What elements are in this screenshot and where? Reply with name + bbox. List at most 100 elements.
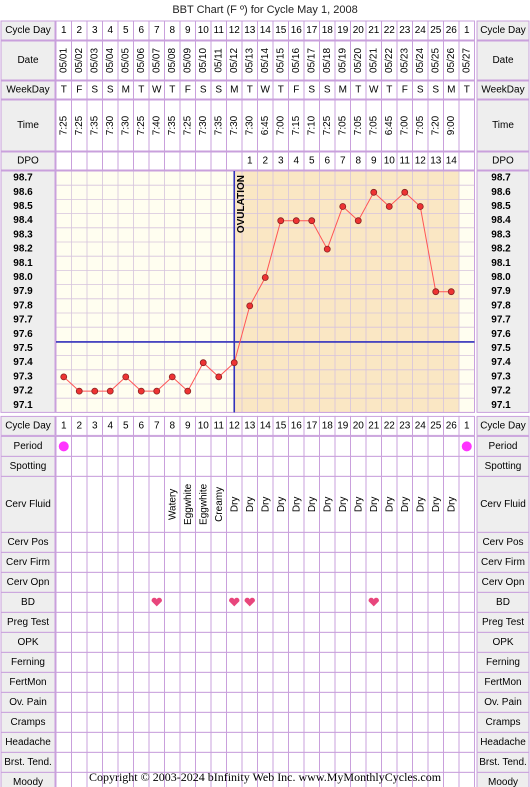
temperature-point (354, 217, 362, 225)
ov-pain-cell (412, 691, 429, 713)
dpo-cell (86, 151, 103, 171)
opk-cell (210, 631, 227, 653)
spotting-cell (102, 455, 119, 477)
cerv-opn-cell (272, 571, 289, 593)
cycle-day-value: 25 (430, 25, 442, 36)
period-marker (58, 441, 69, 452)
y-tick-label-right: 98.4 (491, 215, 511, 226)
weekday-value: M (230, 85, 238, 96)
headache-cell (365, 731, 382, 753)
preg-test-cell (443, 611, 460, 633)
row-label-right-preg-test-text: Preg Test (482, 617, 524, 628)
cerv-firm-cell (350, 551, 367, 573)
cerv-fluid-value: Dry (323, 497, 334, 513)
ferning-cell (241, 651, 258, 673)
bd-cell (319, 591, 336, 613)
bd-cell (288, 591, 305, 613)
fertmon-cell (257, 671, 274, 693)
ov-pain-cell (210, 691, 227, 713)
cycle-day-bottom-value: 17 (306, 420, 318, 431)
row-label-right-headache-text: Headache (480, 737, 526, 748)
weekday-value: T (386, 85, 392, 96)
chart-frame (55, 170, 475, 413)
bd-cell (195, 591, 212, 613)
y-tick-label-right: 97.1 (491, 400, 511, 411)
cerv-opn-cell (427, 571, 444, 593)
preg-test-cell (133, 611, 150, 633)
ov-pain-cell (55, 691, 72, 713)
cycle-day-value: 21 (368, 25, 380, 36)
cramps-cell (319, 711, 336, 733)
date-value: 05/22 (384, 48, 395, 73)
row-label-dpo-text: DPO (17, 156, 39, 167)
cramps-cell (148, 711, 165, 733)
ferning-cell (288, 651, 305, 673)
cerv-pos-cell (257, 531, 274, 553)
cerv-pos-cell (458, 531, 475, 553)
cerv-fluid-value: Dry (230, 497, 241, 513)
period-cell (226, 435, 243, 457)
temperature-point (137, 387, 145, 395)
opk-cell (257, 631, 274, 653)
fertmon-cell (396, 671, 413, 693)
preg-test-cell (148, 611, 165, 633)
time-value: 7:25 (136, 115, 147, 135)
cerv-firm-cell (210, 551, 227, 573)
time-value: 7:05 (415, 115, 426, 135)
cerv-opn-cell (55, 571, 72, 593)
opk-cell (365, 631, 382, 653)
date-value: 05/16 (291, 48, 302, 73)
opk-cell (226, 631, 243, 653)
time-value: 7:25 (58, 115, 69, 135)
period-cell (350, 435, 367, 457)
fertmon-cell (319, 671, 336, 693)
preg-test-cell (226, 611, 243, 633)
cycle-day-bottom-value: 6 (138, 420, 144, 431)
time-value: 7:25 (74, 115, 85, 135)
period-cell (272, 435, 289, 457)
time-value: 7:30 (120, 115, 131, 135)
dpo-value: 12 (415, 156, 427, 167)
cerv-opn-cell (350, 571, 367, 593)
period-cell (148, 435, 165, 457)
ferning-cell (319, 651, 336, 673)
moody-cell (458, 771, 475, 787)
weekday-value: S (107, 85, 114, 96)
cycle-day-bottom-value: 11 (214, 420, 225, 431)
ferning-cell (443, 651, 460, 673)
preg-test-cell (257, 611, 274, 633)
row-label-time (0, 99, 56, 152)
cerv-fluid-value: Dry (447, 497, 458, 513)
temperature-point (122, 373, 130, 381)
cerv-opn-cell (319, 571, 336, 593)
y-tick-label-right: 97.7 (491, 315, 511, 326)
fertmon-cell (365, 671, 382, 693)
period-cell (117, 435, 134, 457)
time-value: 7:30 (229, 115, 240, 135)
row-label-right-ov-pain-text: Ov. Pain (484, 697, 522, 708)
weekday-cell (458, 80, 475, 100)
cerv-opn-cell (241, 571, 258, 593)
date-value: 05/08 (167, 48, 178, 73)
temperature-point (153, 387, 161, 395)
row-label-brst-tend-text: Brst. Tend. (4, 757, 52, 768)
dpo-value: 10 (384, 156, 396, 167)
row-label-right-dpo-text: DPO (492, 156, 514, 167)
cerv-fluid-value: Eggwhite (199, 483, 210, 525)
ov-pain-cell (303, 691, 320, 713)
cerv-firm-cell (396, 551, 413, 573)
ov-pain-cell (443, 691, 460, 713)
bd-cell (55, 591, 72, 613)
cerv-pos-cell (195, 531, 212, 553)
preg-test-cell (396, 611, 413, 633)
period-cell (195, 435, 212, 457)
spotting-cell (319, 455, 336, 477)
cerv-pos-cell (319, 531, 336, 553)
cycle-day-bottom-value: 1 (61, 420, 67, 431)
ferning-cell (71, 651, 88, 673)
cramps-cell (210, 711, 227, 733)
spotting-cell (195, 455, 212, 477)
y-tick-label: 98.4 (13, 215, 33, 226)
cerv-fluid-value: Dry (307, 497, 318, 513)
